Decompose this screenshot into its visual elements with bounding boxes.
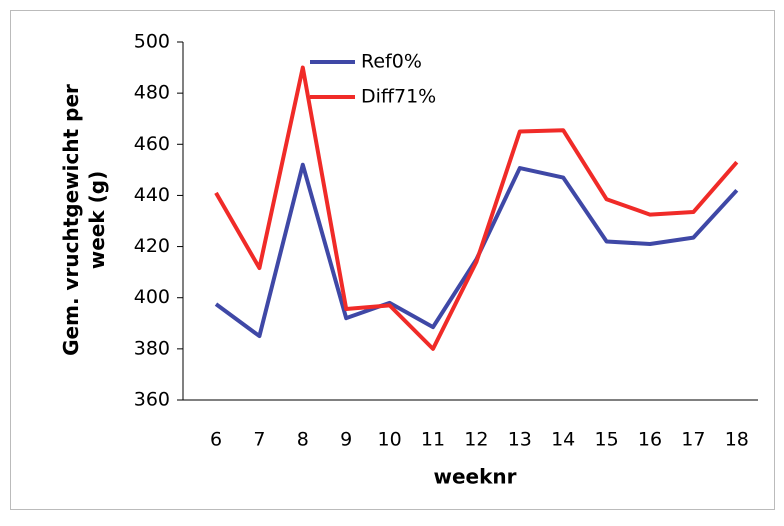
- legend-label: Ref0%: [361, 51, 422, 73]
- y-tick-label: 420: [134, 235, 170, 257]
- x-tick-label: 11: [421, 429, 445, 451]
- y-tick-label: 500: [134, 31, 170, 53]
- chart-border: [10, 10, 775, 510]
- y-tick-label: 360: [134, 389, 170, 411]
- x-tick-label: 16: [638, 429, 662, 451]
- y-tick-label: 480: [134, 82, 170, 104]
- x-tick-label: 8: [297, 429, 309, 451]
- x-axis-title: weeknr: [433, 465, 516, 489]
- y-tick-label: 380: [134, 337, 170, 359]
- x-tick-label: 10: [378, 429, 402, 451]
- y-tick-label: 440: [134, 184, 170, 206]
- y-axis-title: Gem. vruchtgewicht per week (g): [59, 84, 109, 356]
- x-tick-label: 12: [464, 429, 488, 451]
- x-tick-label: 9: [340, 429, 352, 451]
- x-tick-label: 18: [725, 429, 749, 451]
- legend-label: Diff71%: [361, 86, 436, 108]
- x-tick-label: 13: [508, 429, 532, 451]
- x-tick-label: 15: [595, 429, 619, 451]
- x-tick-label: 14: [551, 429, 575, 451]
- x-tick-label: 7: [253, 429, 265, 451]
- y-tick-label: 460: [134, 133, 170, 155]
- series-line: [214, 65, 739, 351]
- y-tick-label: 400: [134, 286, 170, 308]
- x-tick-label: 6: [210, 429, 222, 451]
- x-tick-label: 17: [681, 429, 705, 451]
